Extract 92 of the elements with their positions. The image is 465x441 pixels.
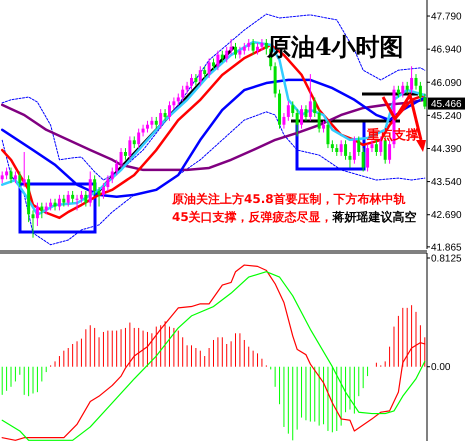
candlestick [264, 38, 268, 56]
candlestick [146, 120, 149, 134]
y-tick-label: 46.940 [431, 44, 462, 56]
candlestick [62, 194, 66, 208]
candlestick [252, 38, 255, 56]
candlestick [326, 120, 330, 149]
candlestick [220, 50, 224, 63]
annotation: 45关口支撑，反弹疲态尽显， [172, 210, 333, 224]
candlestick [98, 186, 101, 208]
candlestick [54, 198, 57, 211]
candlestick [348, 151, 352, 168]
candlestick [414, 74, 418, 90]
candlestick [14, 170, 17, 184]
candlestick [344, 140, 348, 160]
candlestick [388, 140, 392, 164]
candlestick [58, 194, 61, 211]
candlestick [330, 140, 334, 152]
candlestick [401, 81, 404, 98]
candlestick [18, 170, 22, 188]
candlestick [260, 38, 264, 52]
candlestick [88, 170, 92, 208]
y-tick-label: 42.690 [431, 210, 462, 222]
candlestick [0, 170, 4, 184]
candlestick [106, 174, 110, 192]
candlestick [176, 93, 180, 106]
candlestick [181, 85, 184, 102]
candlestick [216, 50, 220, 71]
candlestick [357, 136, 360, 156]
candlestick [410, 66, 414, 94]
candlestick [291, 100, 294, 118]
candlestick [10, 167, 13, 184]
annotation: 蒋妍瑶建议高空 [332, 210, 417, 224]
candlestick [370, 140, 374, 152]
candlestick [225, 46, 228, 63]
candlestick [335, 144, 338, 156]
candlestick [164, 108, 167, 122]
candlestick [66, 190, 70, 208]
candlestick [362, 148, 365, 172]
candlestick [49, 198, 52, 211]
y-tick-label: 47.790 [431, 12, 462, 23]
candlestick [124, 148, 127, 160]
candlestick [423, 93, 426, 110]
candlestick [208, 58, 211, 78]
candlestick [159, 108, 162, 130]
candlestick [313, 96, 316, 118]
candlestick [282, 112, 286, 130]
candlestick [194, 74, 198, 86]
text: 45.466 [431, 99, 462, 110]
candlestick [352, 136, 356, 164]
candlestick [190, 74, 193, 90]
candlestick [142, 124, 145, 137]
candlestick [93, 174, 96, 196]
candlestick [212, 58, 215, 71]
candlestick [198, 66, 202, 86]
candlestick [84, 190, 88, 208]
candlestick [128, 136, 132, 160]
candlestick [203, 66, 206, 78]
candlestick [40, 202, 44, 219]
candlestick [396, 85, 400, 98]
candlestick [340, 140, 343, 156]
line-series [2, 14, 426, 181]
candlestick [234, 42, 238, 59]
candlestick [418, 81, 422, 102]
candlestick [286, 100, 290, 122]
candlestick [318, 108, 321, 134]
candlestick [102, 182, 105, 200]
y-tick-label: 0.8125 [431, 254, 462, 265]
y-tick-label: 46.090 [431, 78, 462, 89]
candlestick [168, 100, 171, 122]
candlestick [322, 120, 326, 134]
candlestick [308, 74, 312, 122]
candlestick [304, 104, 308, 122]
y-tick-label: 43.540 [431, 177, 462, 188]
candlestick [374, 140, 378, 156]
candlestick [76, 194, 79, 211]
y-tick-label: 0.00 [431, 362, 451, 374]
candlestick [36, 202, 39, 227]
y-tick-label: 41.865 [431, 242, 462, 254]
candlestick [137, 128, 140, 149]
annotation: 原油关注上方45.8首要压制，下方布林中轨 [171, 192, 406, 206]
candlestick [120, 148, 123, 168]
candlestick [44, 202, 48, 215]
candlestick [115, 159, 118, 176]
candlestick [366, 144, 370, 172]
candlestick [296, 108, 299, 137]
y-tick-label: 44.390 [431, 144, 462, 155]
candlestick [5, 167, 8, 180]
y-tick-label: 45.240 [431, 110, 462, 122]
candlestick [300, 104, 304, 130]
candlestick [238, 46, 242, 59]
candlestick [110, 167, 114, 184]
candlestick [247, 38, 250, 52]
